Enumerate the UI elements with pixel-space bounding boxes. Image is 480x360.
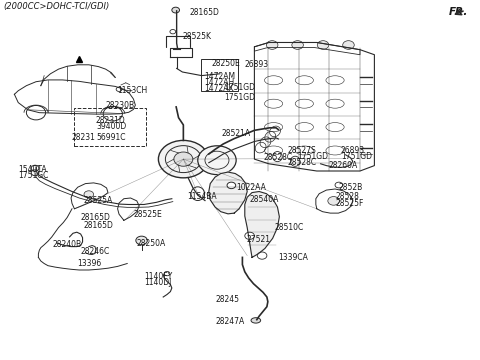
Text: FR.: FR.	[449, 7, 468, 17]
Text: 28165D: 28165D	[81, 213, 110, 222]
Text: 1472AM: 1472AM	[204, 72, 235, 81]
Circle shape	[257, 252, 267, 259]
Text: 28521A: 28521A	[222, 129, 251, 138]
Text: 1540TA: 1540TA	[18, 165, 47, 174]
Circle shape	[335, 182, 343, 188]
Circle shape	[266, 41, 278, 49]
Text: 56991C: 56991C	[96, 133, 125, 142]
Text: 1153CH: 1153CH	[118, 86, 148, 95]
Text: 28230B: 28230B	[106, 101, 135, 110]
Circle shape	[198, 146, 236, 175]
Text: 2852B: 2852B	[339, 184, 363, 192]
Text: 28245: 28245	[216, 295, 240, 304]
Text: 28525E: 28525E	[133, 210, 162, 219]
Text: 1154BA: 1154BA	[187, 192, 217, 201]
Text: 26893: 26893	[245, 60, 269, 69]
Text: 39400D: 39400D	[96, 122, 126, 131]
Circle shape	[164, 271, 170, 276]
Circle shape	[116, 87, 122, 91]
Circle shape	[292, 41, 303, 49]
Text: 1339CA: 1339CA	[278, 253, 308, 261]
Circle shape	[174, 152, 193, 166]
Circle shape	[31, 170, 39, 176]
Text: 28247A: 28247A	[216, 317, 245, 325]
Text: 1140DJ: 1140DJ	[144, 278, 171, 287]
Ellipse shape	[251, 318, 261, 323]
Bar	[201, 59, 238, 91]
Text: 13396: 13396	[77, 259, 101, 268]
Text: 28231D: 28231D	[96, 116, 126, 125]
Text: 1751GC: 1751GC	[18, 171, 48, 180]
Text: 28525K: 28525K	[182, 32, 211, 41]
Text: 1751GD: 1751GD	[298, 152, 329, 161]
Text: 28250E: 28250E	[211, 58, 240, 68]
Text: (2000CC>DOHC-TCI/GDI): (2000CC>DOHC-TCI/GDI)	[4, 2, 110, 11]
Circle shape	[136, 236, 147, 245]
Text: 28525A: 28525A	[84, 196, 113, 205]
Text: 1472AK: 1472AK	[204, 85, 233, 94]
Text: 1472AH: 1472AH	[204, 78, 234, 87]
Circle shape	[172, 7, 180, 13]
Circle shape	[158, 140, 208, 178]
Text: 28246C: 28246C	[81, 248, 110, 256]
Text: 1751GD: 1751GD	[341, 152, 372, 161]
Text: 28528C: 28528C	[287, 158, 316, 167]
Circle shape	[343, 41, 354, 49]
Circle shape	[317, 41, 329, 49]
Polygon shape	[245, 192, 279, 257]
Text: 28528C: 28528C	[263, 153, 292, 162]
Text: 1751GD: 1751GD	[225, 83, 256, 92]
Text: 1751GD: 1751GD	[225, 93, 256, 102]
Text: 28260A: 28260A	[329, 161, 358, 170]
Bar	[74, 108, 146, 146]
Text: 26893: 26893	[341, 146, 365, 155]
Circle shape	[84, 191, 94, 198]
Text: 28231: 28231	[71, 133, 95, 142]
Text: 1022AA: 1022AA	[236, 184, 266, 192]
Circle shape	[328, 197, 339, 205]
Text: 28525F: 28525F	[335, 199, 363, 208]
Text: 28510C: 28510C	[275, 223, 304, 232]
Circle shape	[245, 232, 254, 239]
Text: 27521: 27521	[247, 235, 271, 243]
Text: 28250A: 28250A	[137, 238, 166, 248]
Text: 28165D: 28165D	[84, 221, 114, 230]
Text: 28528: 28528	[335, 192, 359, 201]
Text: 28165D: 28165D	[190, 8, 219, 17]
Polygon shape	[209, 172, 247, 214]
Text: 28240B: 28240B	[53, 240, 82, 249]
Circle shape	[31, 165, 39, 171]
Text: 1140FY: 1140FY	[144, 272, 172, 281]
Circle shape	[227, 182, 236, 189]
Text: 28527S: 28527S	[287, 146, 316, 155]
Text: 28540A: 28540A	[250, 194, 279, 203]
